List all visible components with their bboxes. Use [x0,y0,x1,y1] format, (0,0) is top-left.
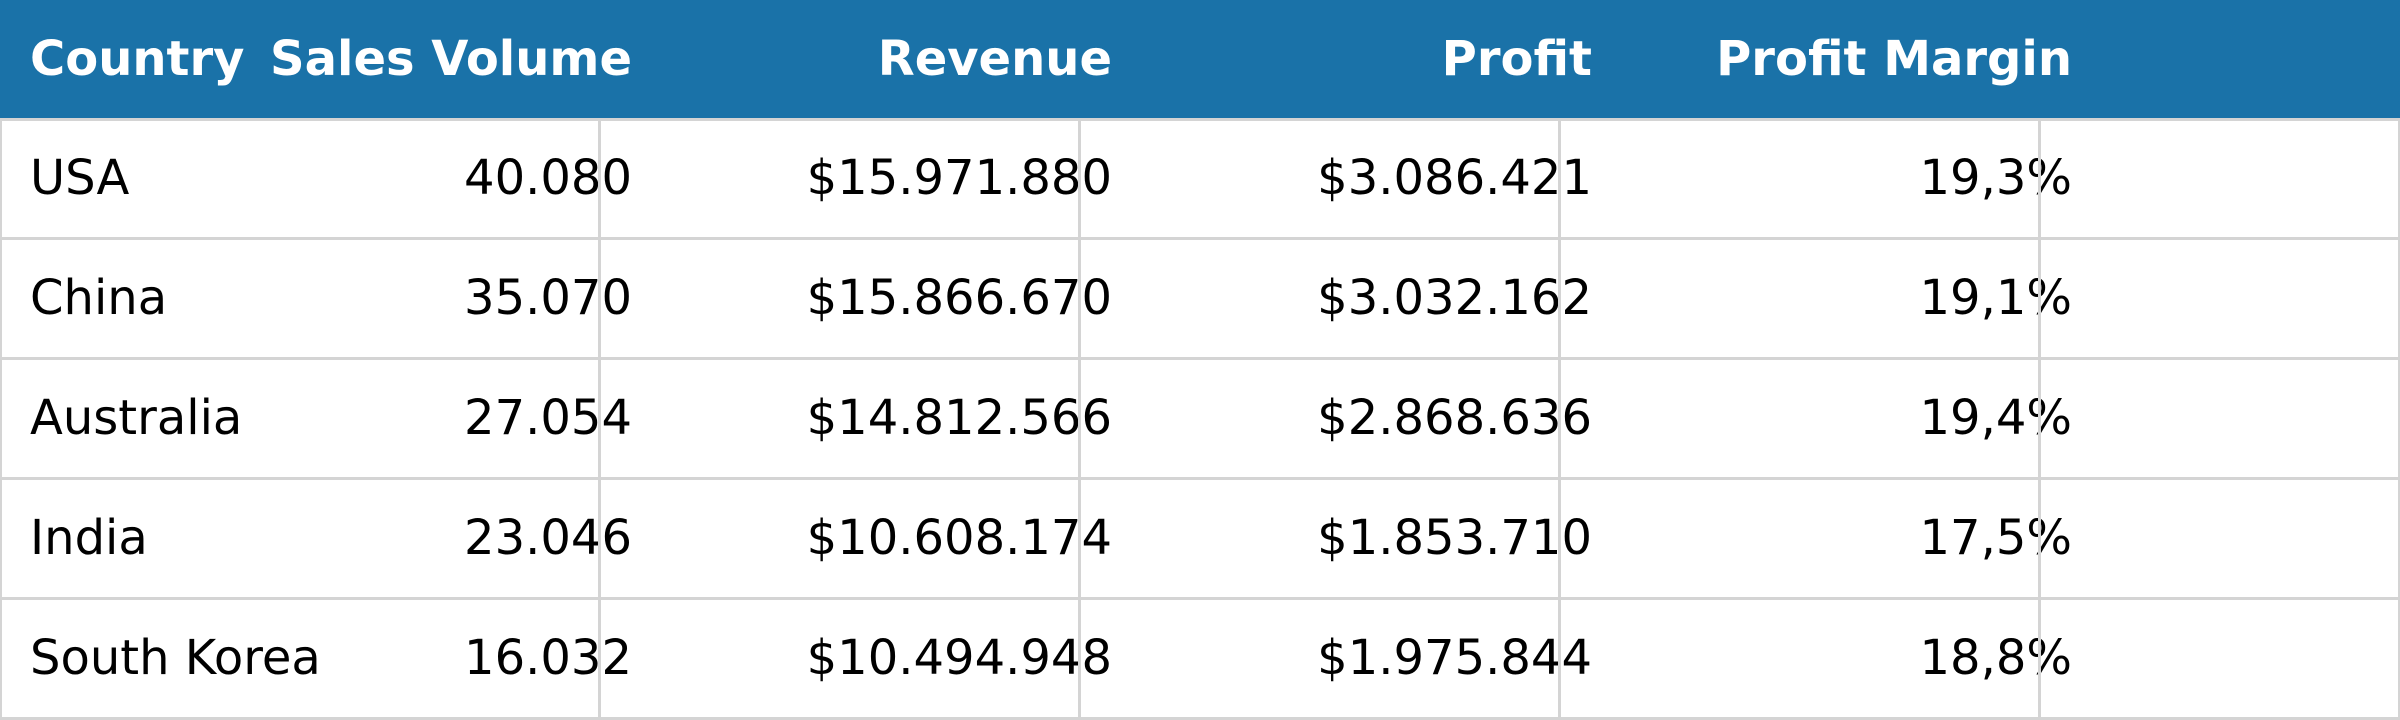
cell-profit-margin: 19,3% [1919,150,2072,206]
cell-sales-volume: 40.080 [464,150,632,206]
column-header-sales-volume: Sales Volume [270,31,632,87]
cell-profit: $2.868.636 [1317,390,1592,446]
cell-revenue: $15.866.670 [806,270,1112,326]
row-divider [0,477,2400,480]
cell-profit-margin: 19,1% [1919,270,2072,326]
cell-country: South Korea [30,630,321,686]
cell-profit: $1.975.844 [1317,630,1592,686]
cell-country: Australia [30,390,243,446]
table-row: India 23.046 $10.608.174 $1.853.710 17,5% [0,478,2400,598]
column-divider [2038,118,2041,720]
table-right-border [2398,118,2400,720]
cell-profit-margin: 19,4% [1919,390,2072,446]
column-header-revenue: Revenue [877,31,1112,87]
cell-sales-volume: 27.054 [464,390,632,446]
cell-revenue: $15.971.880 [806,150,1112,206]
cell-country: India [30,510,148,566]
table-row: Australia 27.054 $14.812.566 $2.868.636 19,4… [0,358,2400,478]
column-header-profit: Profit [1441,31,1592,87]
column-header-country: Country [30,31,245,87]
column-header-profit-margin: Profit Margin [1716,31,2072,87]
table-row: China 35.070 $15.866.670 $3.032.162 19,1% [0,238,2400,358]
column-divider [1558,118,1561,720]
cell-sales-volume: 35.070 [464,270,632,326]
table-header-row: Country Sales Volume Revenue Profit Profit M… [0,0,2400,118]
row-divider [0,357,2400,360]
table-row: South Korea 16.032 $10.494.948 $1.975.844 18… [0,598,2400,718]
cell-profit: $1.853.710 [1317,510,1592,566]
cell-country: USA [30,150,130,206]
column-divider [1078,118,1081,720]
table-row: USA 40.080 $15.971.880 $3.086.421 19,3% [0,118,2400,238]
cell-profit-margin: 18,8% [1919,630,2072,686]
row-divider [0,717,2400,720]
row-divider [0,118,2400,121]
cell-revenue: $10.494.948 [806,630,1112,686]
cell-profit: $3.086.421 [1317,150,1592,206]
cell-revenue: $14.812.566 [806,390,1112,446]
row-divider [0,597,2400,600]
table-left-border [0,118,2,720]
row-divider [0,237,2400,240]
column-divider [598,118,601,720]
cell-country: China [30,270,168,326]
cell-sales-volume: 23.046 [464,510,632,566]
cell-revenue: $10.608.174 [806,510,1112,566]
cell-sales-volume: 16.032 [464,630,632,686]
cell-profit: $3.032.162 [1317,270,1592,326]
cell-profit-margin: 17,5% [1919,510,2072,566]
